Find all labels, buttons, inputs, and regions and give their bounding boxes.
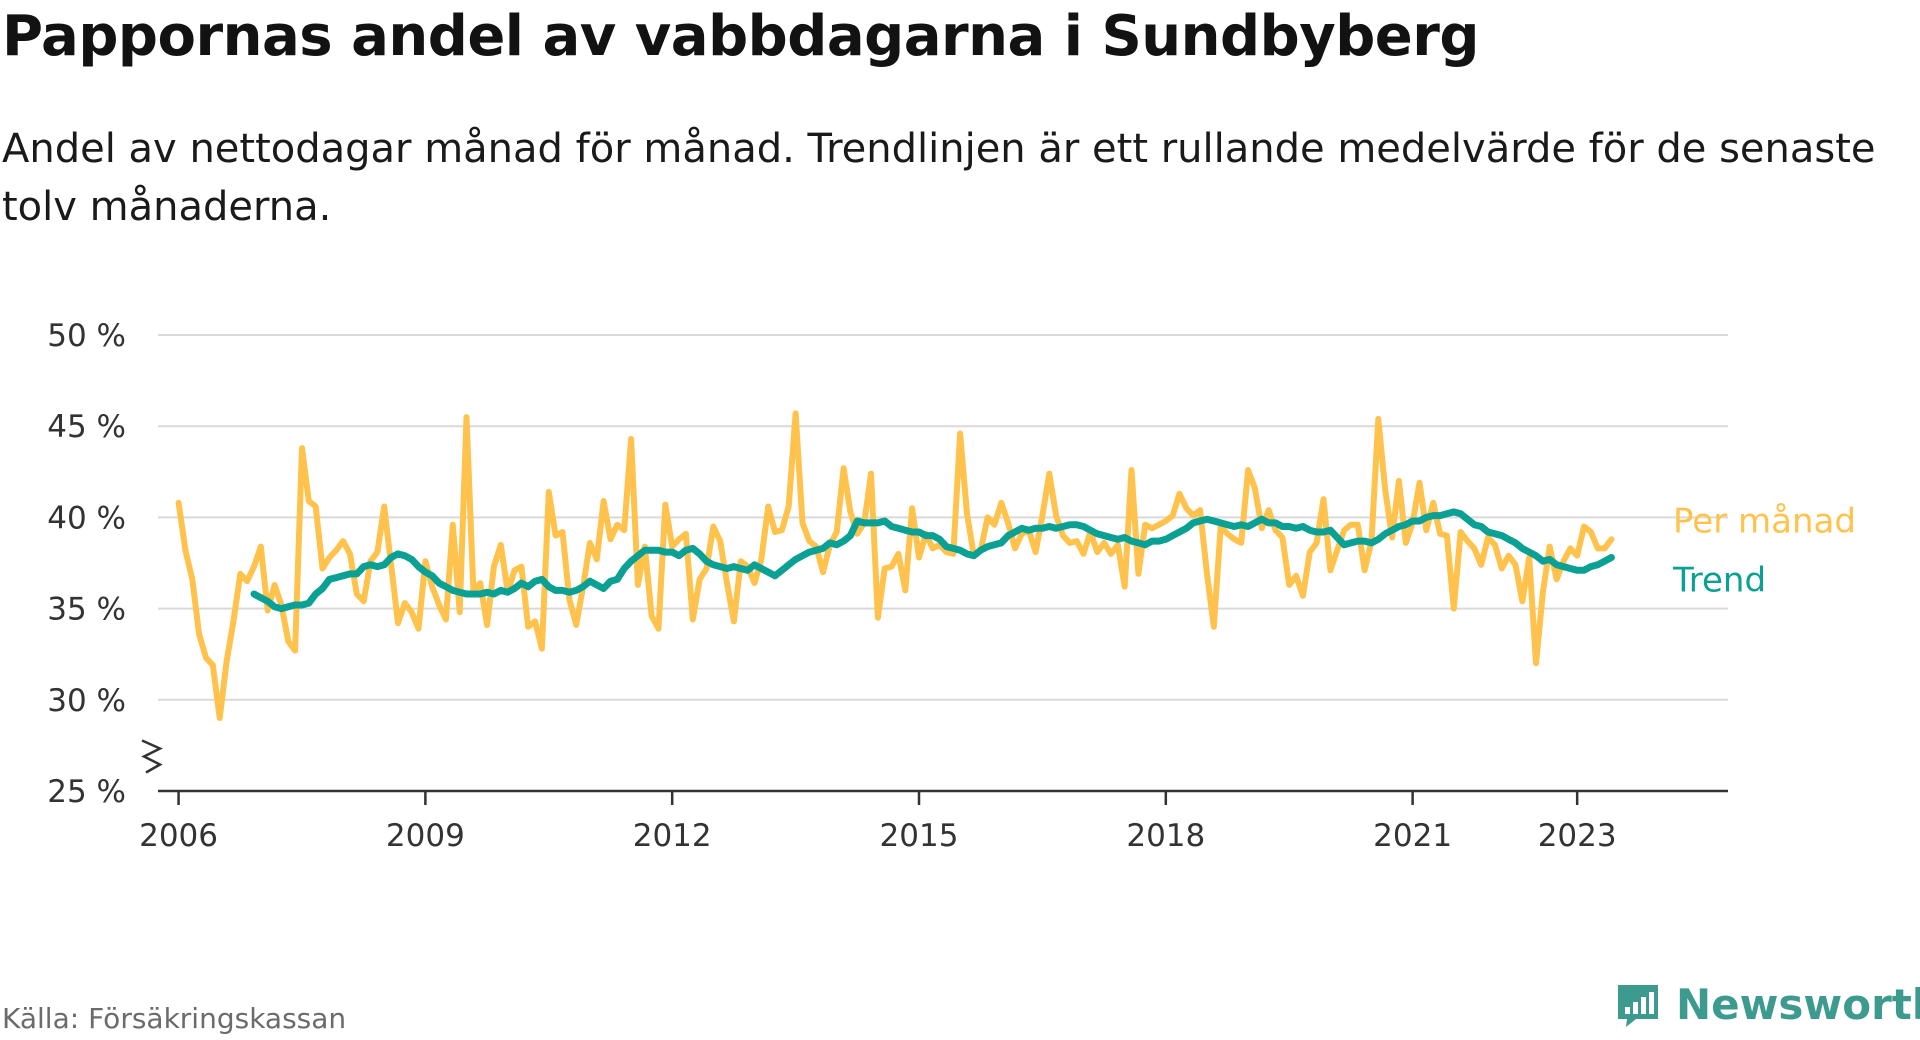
series-label-monthly: Per månad <box>1673 501 1856 541</box>
brand-name: Newsworthy <box>1676 980 1920 1029</box>
trend-series-line <box>250 508 1615 613</box>
y-tick-label: 40 % <box>47 500 126 536</box>
x-axis: 2006 2009 2012 2015 2018 2021 2023 <box>139 739 1728 854</box>
y-tick-label: 25 % <box>47 774 126 810</box>
source-note: Källa: Försäkringskassan <box>2 1002 347 1035</box>
x-tick-label: 2023 <box>1538 818 1617 854</box>
x-tick-label: 2015 <box>880 818 959 854</box>
x-tick-label: 2012 <box>633 818 712 854</box>
x-tick-label: 2021 <box>1373 818 1452 854</box>
newsworthy-logo: Newsworthy <box>1614 980 1920 1029</box>
series-labels: Per månad Trend <box>1672 501 1856 600</box>
series-lines <box>175 410 1615 721</box>
y-axis-tick-labels: 25 % 30 % 35 % 40 % 45 % 50 % <box>47 318 126 810</box>
series-label-trend: Trend <box>1672 560 1766 600</box>
newsworthy-logo-icon <box>1618 984 1658 1027</box>
y-tick-label: 50 % <box>47 318 126 354</box>
x-tick-label: 2009 <box>386 818 465 854</box>
chart-title: Pappornas andel av vabbdagarna i Sundbyb… <box>2 4 1479 69</box>
monthly-series-line <box>175 410 1615 721</box>
y-tick-label: 30 % <box>47 683 126 719</box>
line-chart: 25 % 30 % 35 % 40 % 45 % 50 % 2006 2009 2012 201… <box>47 318 1856 854</box>
x-tick-label: 2018 <box>1126 818 1205 854</box>
x-tick-label: 2006 <box>139 818 218 854</box>
axis-break-mark <box>141 739 163 774</box>
chart-subtitle: Andel av nettodagar månad för månad. Tre… <box>2 126 1876 230</box>
y-tick-label: 45 % <box>47 409 126 445</box>
gridlines <box>158 334 1728 701</box>
y-tick-label: 35 % <box>47 592 126 628</box>
